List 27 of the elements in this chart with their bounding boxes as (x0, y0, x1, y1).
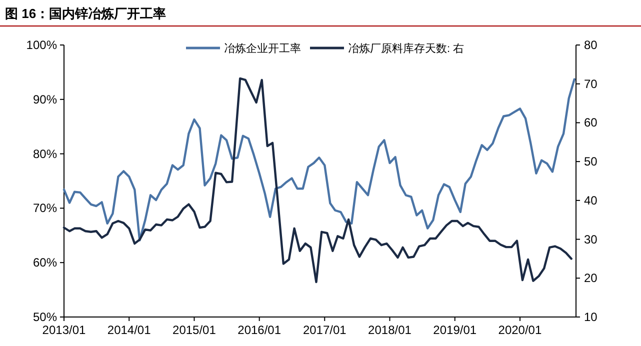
x-tick-label: 2014/01 (107, 323, 152, 337)
legend-label: 冶炼厂原料库存天数: 右 (348, 42, 464, 55)
y2-tick-label: 40 (584, 193, 598, 208)
y-tick-label: 90% (32, 92, 58, 106)
y-tick-label: 70% (32, 201, 58, 216)
x-tick-label: 2013/01 (42, 323, 86, 337)
y-tick-label: 50% (32, 310, 58, 324)
y-tick-label: 60% (32, 256, 58, 270)
y2-tick-label: 70 (584, 76, 598, 91)
line-series (62, 78, 576, 242)
legend-label: 冶炼企业开工率 (224, 42, 301, 55)
y2-tick-label: 20 (584, 271, 598, 286)
x-tick-label: 2018/01 (368, 323, 412, 337)
x-tick-label: 2017/01 (302, 323, 347, 337)
y2-tick-label: 60 (584, 116, 598, 130)
y2-tick-label: 30 (584, 232, 598, 246)
chart-title: 图 16：国内锌冶炼厂开工率 (5, 6, 166, 21)
y-tick-label: 100% (26, 38, 58, 52)
y-tick-label: 80% (32, 146, 58, 161)
x-tick-label: 2015/01 (172, 323, 216, 337)
x-tick-label: 2016/01 (238, 323, 282, 337)
y2-tick-label: 80 (584, 38, 598, 52)
y2-tick-label: 50 (584, 154, 598, 169)
x-tick-label: 2020/01 (498, 323, 542, 337)
x-tick-label: 2019/01 (433, 323, 477, 337)
y2-tick-label: 10 (584, 310, 598, 324)
line-series (62, 77, 572, 284)
